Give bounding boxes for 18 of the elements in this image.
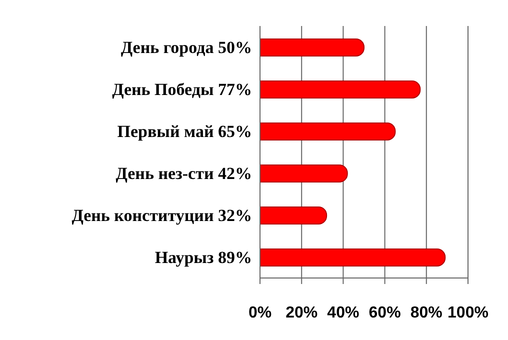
x-tick-label: 80% — [410, 304, 442, 322]
bar — [260, 38, 364, 56]
y-tick-label: День нез-сти 42% — [116, 164, 252, 184]
x-tick-label: 20% — [286, 304, 318, 322]
y-tick-label: Наурыз 89% — [154, 248, 252, 268]
y-tick-label: Первый май 65% — [117, 122, 252, 142]
bar — [260, 248, 446, 266]
bar — [260, 206, 328, 224]
x-tick-label: 0% — [248, 304, 272, 322]
x-tick-label: 60% — [368, 304, 401, 322]
bar — [260, 80, 421, 98]
x-tick-label: 40% — [327, 304, 360, 322]
y-tick-label: День города 50% — [120, 38, 252, 58]
bar — [260, 164, 348, 182]
y-tick-label: День конституции 32% — [72, 206, 252, 226]
x-tick-label: 100% — [448, 304, 488, 322]
bar — [260, 122, 396, 140]
y-tick-label: День Победы 77% — [112, 80, 252, 100]
